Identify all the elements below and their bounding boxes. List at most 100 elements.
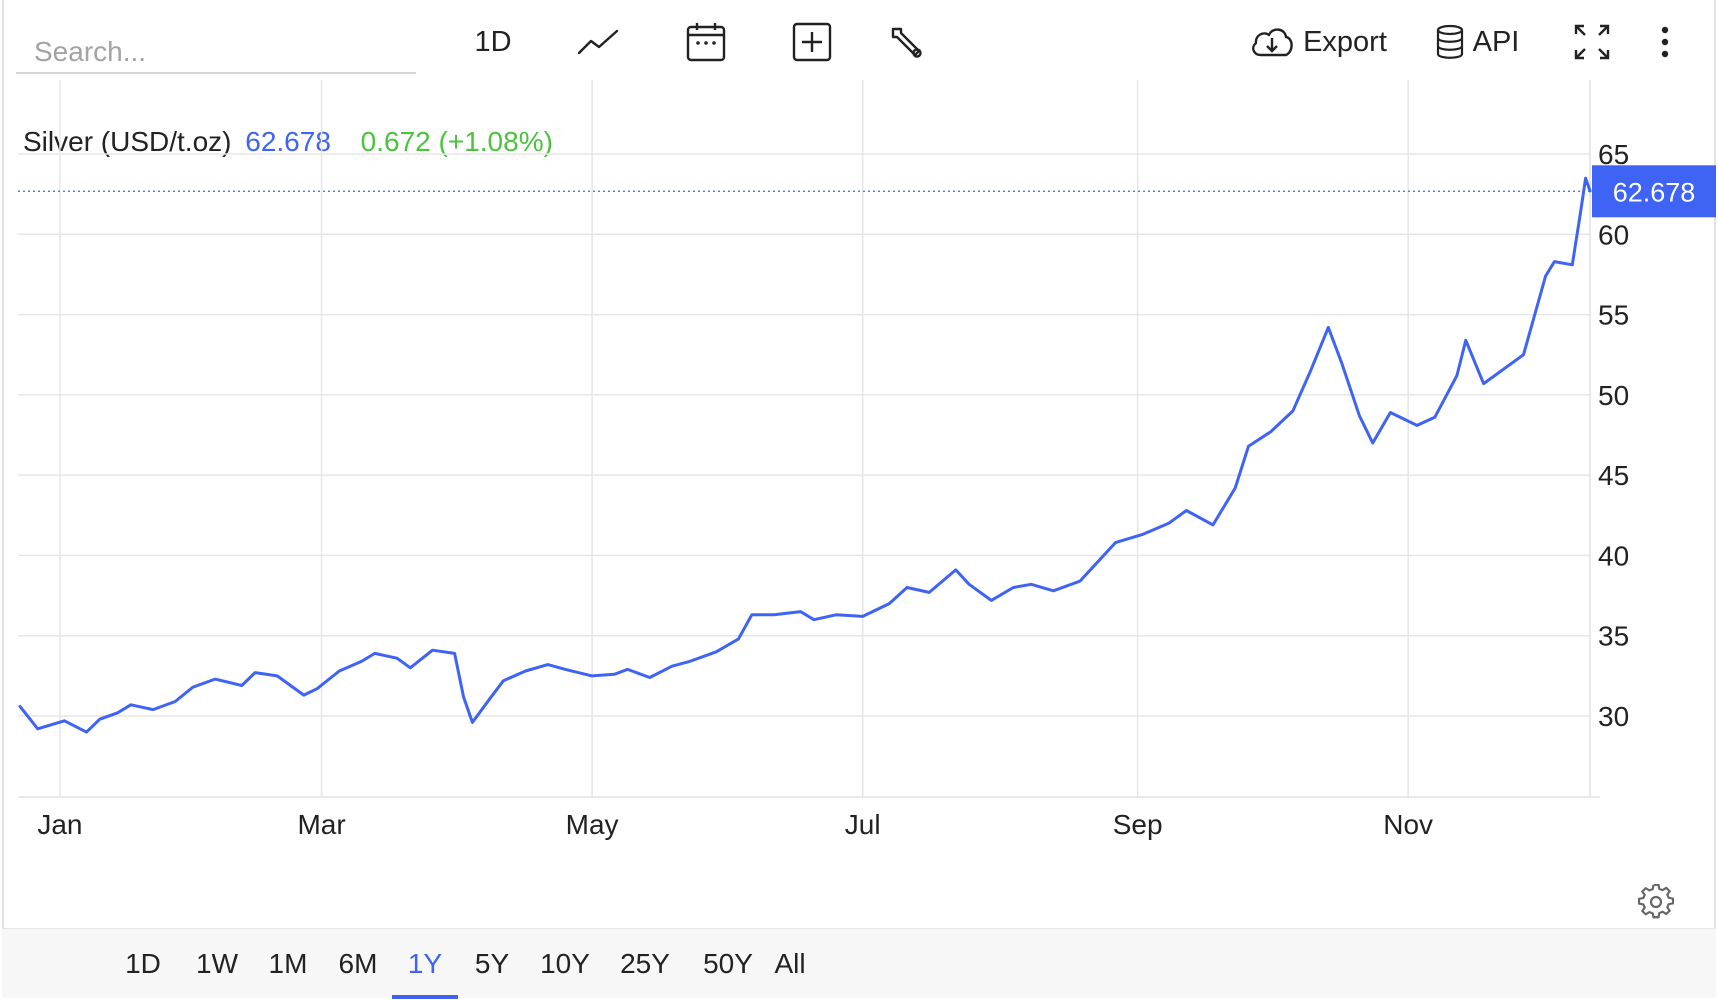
data-point[interactable] xyxy=(1325,324,1331,330)
data-point[interactable] xyxy=(1494,371,1500,377)
data-point[interactable] xyxy=(17,703,23,709)
data-point[interactable] xyxy=(1454,373,1460,379)
data-point[interactable] xyxy=(407,665,413,671)
data-point[interactable] xyxy=(926,589,932,595)
data-point[interactable] xyxy=(461,694,467,700)
data-point[interactable] xyxy=(1166,520,1172,526)
data-point[interactable] xyxy=(1028,581,1034,587)
data-point[interactable] xyxy=(966,581,972,587)
data-point[interactable] xyxy=(1578,206,1584,212)
chart-type-button[interactable] xyxy=(574,14,624,70)
data-point[interactable] xyxy=(1356,413,1362,419)
data-point[interactable] xyxy=(1268,429,1274,435)
data-point[interactable] xyxy=(886,601,892,607)
data-point[interactable] xyxy=(1569,262,1575,268)
chart-settings-button[interactable] xyxy=(1637,883,1675,920)
data-point[interactable] xyxy=(97,716,103,722)
data-point[interactable] xyxy=(669,663,675,669)
search-input[interactable] xyxy=(16,22,416,74)
price-chart[interactable]: 30 35 40 45 50 55 60 65 Jan Mar May Jul Sep Nov 62.678 xyxy=(0,80,1718,928)
add-indicator-button[interactable] xyxy=(790,14,834,70)
data-point[interactable] xyxy=(1543,273,1549,279)
data-point[interactable] xyxy=(500,678,506,684)
data-point[interactable] xyxy=(545,662,551,668)
data-point[interactable] xyxy=(860,613,866,619)
range-button-1m[interactable]: 1M xyxy=(258,929,318,999)
range-button-10y[interactable]: 10Y xyxy=(528,929,602,999)
data-point[interactable] xyxy=(452,650,458,656)
range-button-25y[interactable]: 25Y xyxy=(608,929,682,999)
data-point[interactable] xyxy=(833,612,839,618)
data-point[interactable] xyxy=(469,719,475,725)
data-point[interactable] xyxy=(35,726,41,732)
data-point[interactable] xyxy=(372,650,378,656)
data-point[interactable] xyxy=(190,684,196,690)
interval-button[interactable]: 1D xyxy=(466,14,520,70)
data-point[interactable] xyxy=(1139,532,1145,538)
data-point[interactable] xyxy=(212,676,218,682)
data-point[interactable] xyxy=(1290,408,1296,414)
data-point[interactable] xyxy=(798,609,804,615)
data-point[interactable] xyxy=(1552,259,1558,265)
range-button-1w[interactable]: 1W xyxy=(186,929,248,999)
data-point[interactable] xyxy=(358,658,364,664)
data-point[interactable] xyxy=(771,612,777,618)
range-button-6m[interactable]: 6M xyxy=(328,929,388,999)
data-point[interactable] xyxy=(687,658,693,664)
data-point[interactable] xyxy=(589,673,595,679)
tools-button[interactable] xyxy=(884,14,928,70)
data-point[interactable] xyxy=(1077,578,1083,584)
calendar-button[interactable] xyxy=(684,14,728,70)
range-button-5y[interactable]: 5Y xyxy=(464,929,520,999)
data-point[interactable] xyxy=(625,666,631,672)
data-point[interactable] xyxy=(150,707,156,713)
data-point[interactable] xyxy=(1387,410,1393,416)
range-button-50y[interactable]: 50Y xyxy=(690,929,766,999)
data-point[interactable] xyxy=(61,718,67,724)
data-point[interactable] xyxy=(1232,485,1238,491)
range-button-1y[interactable]: 1Y xyxy=(392,929,458,999)
data-point[interactable] xyxy=(647,674,653,680)
data-point[interactable] xyxy=(394,655,400,661)
data-point[interactable] xyxy=(713,649,719,655)
data-point[interactable] xyxy=(1210,522,1216,528)
data-point[interactable] xyxy=(1050,588,1056,594)
data-point[interactable] xyxy=(487,695,493,701)
data-point[interactable] xyxy=(274,673,280,679)
data-point[interactable] xyxy=(735,636,741,642)
data-point[interactable] xyxy=(1520,352,1526,358)
data-point[interactable] xyxy=(1308,368,1314,374)
data-point[interactable] xyxy=(811,617,817,623)
data-point[interactable] xyxy=(1583,175,1589,181)
data-point[interactable] xyxy=(611,671,617,677)
range-button-all[interactable]: All xyxy=(768,929,812,999)
export-button[interactable]: Export xyxy=(1244,14,1392,70)
data-point[interactable] xyxy=(953,567,959,573)
data-point[interactable] xyxy=(1339,360,1345,366)
data-point[interactable] xyxy=(988,597,994,603)
data-point[interactable] xyxy=(1463,337,1469,343)
data-point[interactable] xyxy=(115,710,121,716)
more-options-button[interactable] xyxy=(1650,14,1680,70)
data-point[interactable] xyxy=(1183,507,1189,513)
data-point[interactable] xyxy=(1481,381,1487,387)
data-point[interactable] xyxy=(336,668,342,674)
data-point[interactable] xyxy=(84,729,90,735)
data-point[interactable] xyxy=(1246,443,1252,449)
data-point[interactable] xyxy=(1112,540,1118,546)
data-point[interactable] xyxy=(1370,440,1376,446)
data-point[interactable] xyxy=(128,702,134,708)
data-point[interactable] xyxy=(904,585,910,591)
data-point[interactable] xyxy=(252,670,258,676)
data-point[interactable] xyxy=(1090,564,1096,570)
data-point[interactable] xyxy=(239,682,245,688)
fullscreen-button[interactable] xyxy=(1570,14,1614,70)
data-point[interactable] xyxy=(1414,422,1420,428)
data-point[interactable] xyxy=(429,647,435,653)
data-point[interactable] xyxy=(749,612,755,618)
data-point[interactable] xyxy=(172,699,178,705)
chart-area[interactable]: 30 35 40 45 50 55 60 65 Jan Mar May Jul Sep Nov 62.678 xyxy=(0,80,1718,928)
data-point[interactable] xyxy=(314,686,320,692)
price-series-line[interactable] xyxy=(18,176,1592,734)
data-point[interactable] xyxy=(563,666,569,672)
